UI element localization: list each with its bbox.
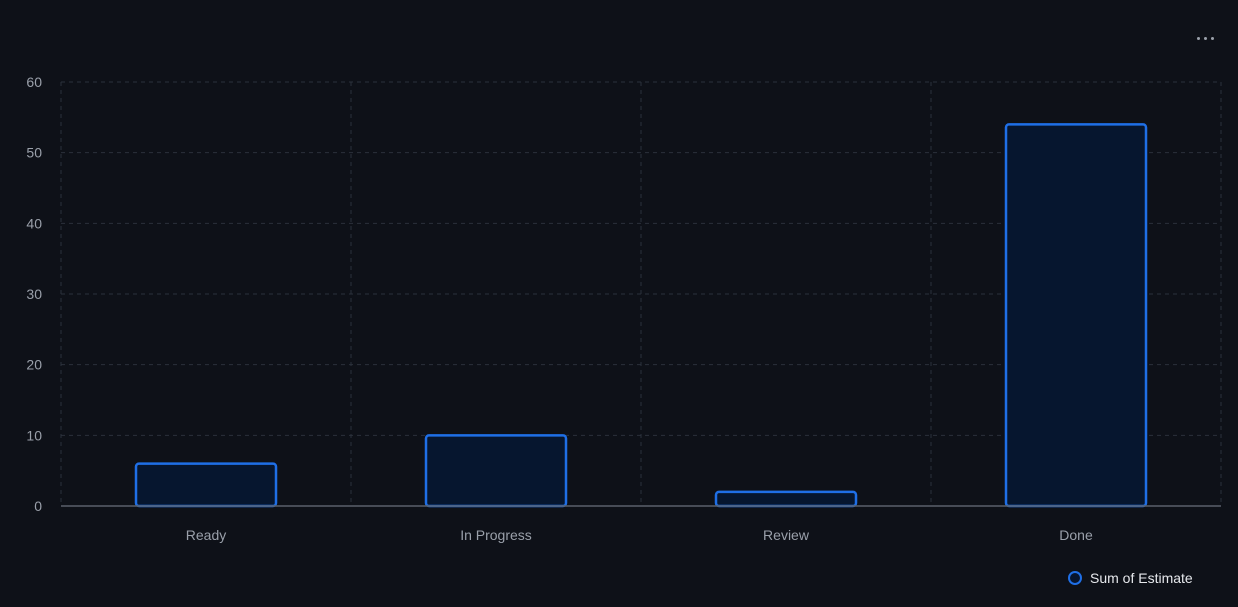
bar-in-progress[interactable]: [424, 434, 568, 508]
more-options-button[interactable]: [1188, 28, 1222, 48]
legend[interactable]: Sum of Estimate: [1068, 570, 1193, 586]
y-tick-label: 0: [34, 498, 42, 514]
y-axis-tick-labels: 0 10 20 30 40 50 60: [26, 74, 42, 514]
y-tick-label: 20: [26, 357, 42, 373]
x-tick-label: Review: [763, 527, 810, 543]
bar-done[interactable]: [1004, 123, 1148, 508]
y-tick-label: 30: [26, 286, 42, 302]
legend-label: Sum of Estimate: [1090, 570, 1193, 586]
legend-swatch-circle: [1068, 571, 1082, 585]
y-tick-label: 40: [26, 215, 42, 231]
y-tick-label: 10: [26, 427, 42, 443]
bar-review[interactable]: [714, 490, 858, 508]
bar-ready[interactable]: [134, 462, 278, 508]
more-horizontal-icon-dot: [1203, 36, 1207, 40]
x-tick-label: Done: [1059, 527, 1093, 543]
more-horizontal-icon-dot: [1210, 36, 1214, 40]
grid-lines: [60, 81, 1222, 506]
y-tick-label: 50: [26, 145, 42, 161]
x-tick-label: In Progress: [460, 527, 532, 543]
y-tick-label: 60: [26, 74, 42, 90]
more-horizontal-icon: [1196, 36, 1200, 40]
bars: [134, 123, 1148, 508]
x-tick-label: Ready: [186, 527, 226, 543]
x-axis-tick-labels: Ready In Progress Review Done: [186, 527, 1093, 543]
